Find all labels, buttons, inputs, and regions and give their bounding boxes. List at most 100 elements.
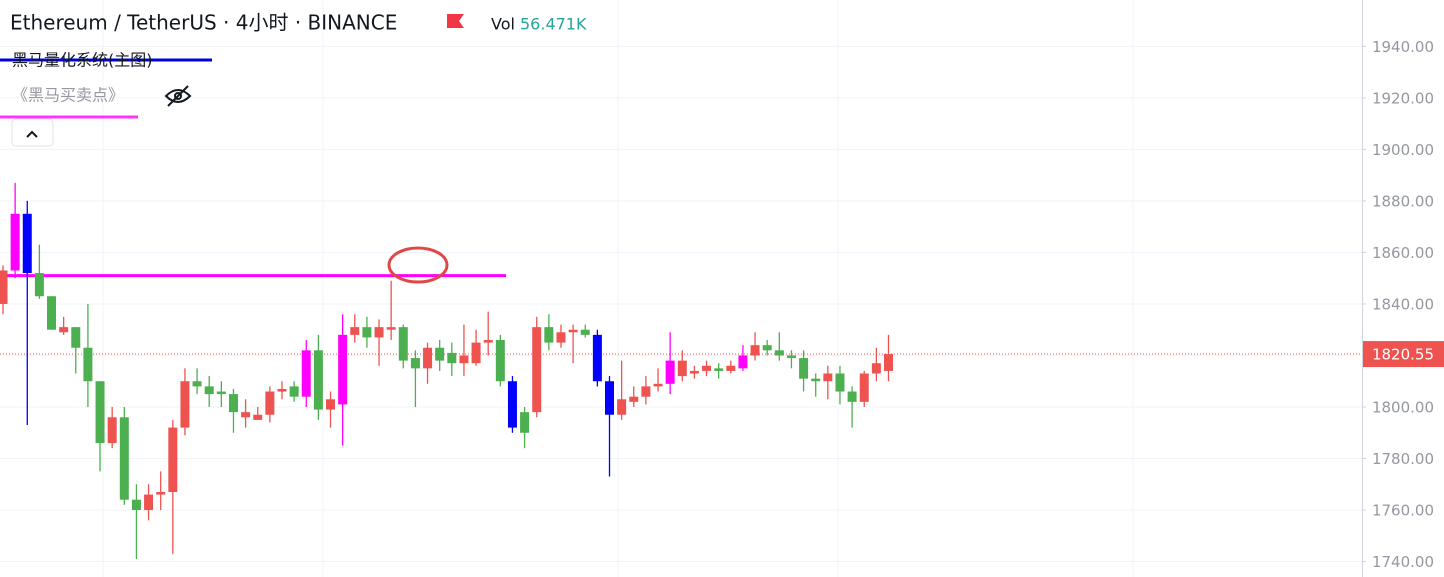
- candle-body: [326, 399, 336, 410]
- candle-body: [459, 355, 469, 364]
- candle-body: [774, 350, 784, 356]
- candle-body: [168, 427, 178, 492]
- candle-body: [83, 347, 93, 382]
- candle-body: [786, 355, 796, 359]
- y-tick-label: 1840.00: [1372, 295, 1434, 313]
- candle-body: [386, 327, 396, 330]
- candle-body: [871, 363, 881, 374]
- candle-body: [811, 378, 821, 382]
- y-tick-label: 1780.00: [1372, 450, 1434, 468]
- candle-body: [471, 342, 481, 364]
- candle-body: [71, 327, 81, 348]
- candle-body: [265, 391, 275, 415]
- vertical-grid: [102, 0, 1134, 577]
- last-price-box: [1363, 341, 1444, 368]
- candle-body: [605, 381, 614, 415]
- y-tick-label: 1760.00: [1372, 502, 1434, 520]
- candle-body: [313, 350, 323, 410]
- candle-body: [495, 340, 505, 382]
- candle-body: [823, 373, 833, 382]
- candle-body: [689, 370, 699, 374]
- candle-body: [799, 358, 809, 379]
- candle-body: [338, 334, 348, 405]
- volume-label: Vol: [491, 15, 515, 34]
- candle-body: [241, 412, 251, 418]
- candle-body: [228, 394, 238, 413]
- y-tick-label: 1900.00: [1372, 141, 1434, 159]
- candle-body: [702, 365, 712, 371]
- candle-body: [520, 412, 530, 433]
- candle-body: [107, 417, 117, 444]
- collapse-button[interactable]: [11, 118, 54, 147]
- indicator-name[interactable]: 黑马量化系统(主图): [12, 51, 153, 70]
- candle-body: [653, 383, 663, 387]
- annotation-circle: [387, 246, 449, 284]
- volume-value: 56.471K: [520, 15, 587, 34]
- symbol-title: Ethereum / TetherUS · 4小时 · BINANCE: [10, 11, 397, 35]
- candle-body: [544, 327, 554, 343]
- y-tick-label: 1740.00: [1372, 553, 1434, 571]
- candle-body: [592, 334, 602, 382]
- candle-body: [59, 327, 69, 333]
- candle-body: [641, 386, 651, 397]
- candle-body: [532, 327, 542, 413]
- candle-body: [556, 332, 566, 343]
- candle-body: [617, 399, 627, 415]
- candle-body: [374, 327, 384, 338]
- hide-icon[interactable]: [164, 85, 192, 107]
- candle-body: [568, 329, 578, 333]
- candle-body: [0, 270, 8, 304]
- candle-body: [580, 329, 590, 335]
- candle-body: [665, 360, 675, 384]
- candle-body: [47, 296, 57, 330]
- candle-body: [301, 350, 311, 397]
- candle-body: [156, 491, 166, 495]
- candle-body: [253, 414, 263, 420]
- candle-body: [435, 347, 445, 361]
- candle-body: [859, 373, 869, 402]
- candle-body: [835, 373, 845, 392]
- candle-body: [180, 381, 190, 428]
- y-tick-label: 1920.00: [1372, 89, 1434, 107]
- candle-body: [677, 360, 687, 377]
- candle-body: [289, 386, 299, 397]
- last-price-label: 1820.55: [1372, 346, 1434, 364]
- candle-body: [883, 354, 893, 371]
- candle-body: [423, 347, 433, 369]
- candle-body: [22, 213, 32, 274]
- y-tick-label: 1860.00: [1372, 244, 1434, 262]
- y-tick-label: 1800.00: [1372, 398, 1434, 416]
- candle-body: [738, 355, 748, 369]
- candle-body: [507, 381, 517, 428]
- candle-body: [192, 381, 202, 387]
- plot: [0, 182, 1362, 559]
- candle-body: [204, 386, 214, 395]
- candle-body: [34, 273, 44, 297]
- candle-body: [398, 327, 408, 361]
- price-axis-labels: 1940.00 1920.00 1900.00 1880.00 1860.00 1840.…: [1362, 38, 1444, 571]
- candle-body: [119, 417, 129, 500]
- candle-body: [447, 352, 457, 364]
- candle-body: [762, 345, 772, 351]
- candle-body: [95, 381, 105, 444]
- candle-body: [714, 368, 724, 371]
- candle-body: [483, 340, 493, 343]
- candle-body: [216, 391, 226, 395]
- y-tick-label: 1880.00: [1372, 192, 1434, 210]
- candle-body: [410, 358, 420, 369]
- candle-body: [629, 396, 639, 402]
- horizontal-grid: [0, 45, 1362, 563]
- flag-icon: [447, 14, 464, 28]
- indicator-name[interactable]: 《黑马买卖点》: [12, 86, 124, 105]
- candle-body: [277, 388, 287, 392]
- candle-body: [350, 327, 360, 335]
- candle-body: [10, 213, 20, 271]
- y-tick-label: 1940.00: [1372, 38, 1434, 56]
- candle-body: [726, 365, 736, 371]
- candle-body: [362, 327, 372, 338]
- candle-body: [750, 345, 760, 356]
- candle-body: [144, 494, 154, 511]
- candle-body: [131, 499, 141, 511]
